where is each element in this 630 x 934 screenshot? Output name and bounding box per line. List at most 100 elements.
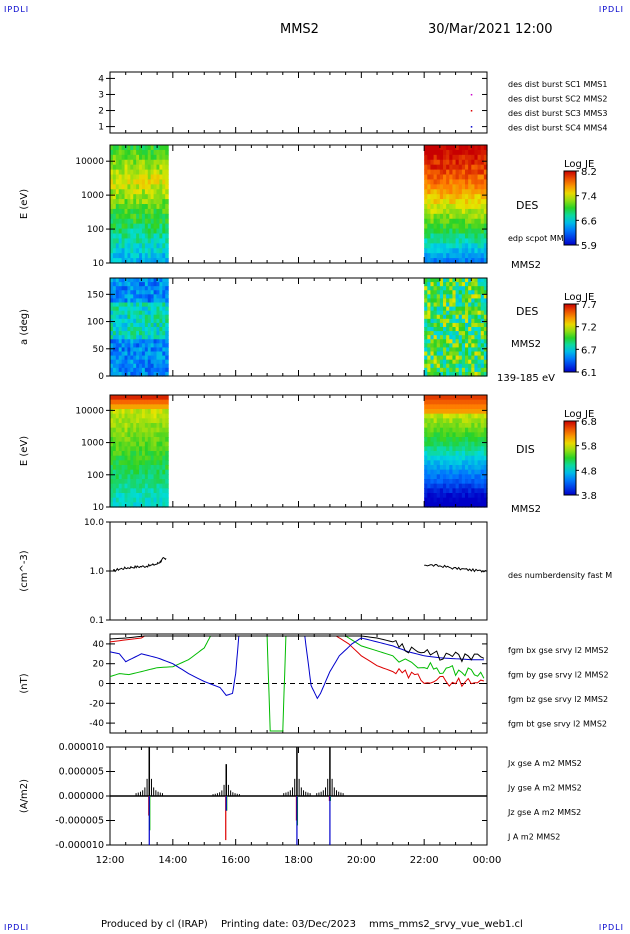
des-energy-panel-cell bbox=[480, 189, 485, 195]
des-energy-panel-cell bbox=[443, 174, 447, 181]
des-pitch-panel-cell bbox=[162, 310, 166, 316]
des-energy-panel-cell bbox=[458, 233, 463, 240]
dis-energy-panel-cell bbox=[446, 446, 450, 452]
des-pitch-panel-cell bbox=[449, 298, 454, 304]
des-pitch-panel-cell bbox=[118, 363, 123, 369]
des-pitch-panel-cell bbox=[458, 363, 463, 369]
des-energy-panel-cell bbox=[147, 149, 152, 156]
des-energy-panel-cell bbox=[121, 218, 126, 225]
des-pitch-panel-cell bbox=[144, 306, 149, 312]
des-energy-panel-cell bbox=[436, 174, 441, 181]
dis-energy-panel-cell bbox=[130, 409, 134, 415]
des-energy-panel-cell bbox=[127, 248, 131, 254]
corner-tr-label: IPDLI bbox=[598, 5, 624, 14]
des-pitch-panel-cell bbox=[477, 282, 482, 287]
dis-energy-panel-cell bbox=[121, 488, 126, 494]
dis-energy-panel-cell bbox=[121, 399, 126, 405]
dis-energy-panel-cell bbox=[150, 399, 155, 405]
des-energy-panel-cell bbox=[165, 184, 169, 190]
des-energy-panel-cell bbox=[147, 228, 152, 235]
dis-energy-panel-ylabel: E (eV) bbox=[19, 436, 30, 466]
dis-energy-panel-cell bbox=[121, 502, 126, 508]
des-pitch-panel-cell bbox=[124, 355, 129, 361]
des-energy-panel-cell bbox=[153, 179, 158, 185]
des-pitch-panel-cell bbox=[141, 347, 146, 353]
des-energy-panel-cell bbox=[439, 218, 444, 225]
des-pitch-panel-cell bbox=[452, 282, 457, 287]
des-pitch-panel-cell bbox=[110, 335, 114, 340]
dis-energy-panel-cell bbox=[436, 418, 441, 424]
des-energy-panel-cell bbox=[141, 149, 146, 156]
des-energy-panel-cell bbox=[115, 213, 120, 220]
des-pitch-panel-cell bbox=[124, 339, 129, 344]
dis-energy-panel-cell bbox=[483, 413, 488, 419]
des-energy-panel-cell bbox=[443, 204, 447, 210]
dis-energy-panel-cell bbox=[112, 469, 117, 475]
des-energy-panel-cell bbox=[461, 199, 466, 205]
dis-energy-panel-cell bbox=[147, 488, 152, 494]
des-pitch-panel-cell bbox=[147, 363, 152, 369]
des-energy-panel-cell bbox=[446, 154, 450, 161]
des-energy-panel-cell bbox=[159, 189, 163, 195]
dis-energy-panel-cell bbox=[130, 446, 134, 452]
dis-energy-panel-cell bbox=[461, 488, 466, 494]
des-energy-panel-cell bbox=[474, 208, 479, 215]
des-energy-panel-cell bbox=[141, 218, 146, 225]
des-pitch-panel-cell bbox=[165, 322, 169, 328]
dis-energy-panel-cell bbox=[110, 427, 114, 433]
des-pitch-panel-cell bbox=[449, 351, 454, 357]
des-energy-panel-cell bbox=[474, 149, 479, 156]
des-pitch-panel-cell bbox=[439, 331, 444, 336]
des-energy-panel-cell bbox=[139, 154, 143, 161]
des-pitch-panel-cell bbox=[136, 327, 140, 332]
dis-energy-panel-cell bbox=[465, 413, 469, 419]
dis-energy-panel-cell bbox=[427, 502, 432, 508]
des-pitch-panel-cell bbox=[130, 286, 134, 291]
des-energy-panel-cell bbox=[471, 179, 476, 185]
des-energy-panel-cell bbox=[439, 149, 444, 156]
des-pitch-panel-cell bbox=[147, 278, 152, 283]
des-pitch-panel-cell bbox=[150, 306, 155, 312]
dis-energy-panel-cell bbox=[458, 418, 463, 424]
des-pitch-panel-cell bbox=[156, 298, 161, 304]
des-energy-panel-cell bbox=[436, 179, 441, 185]
dis-energy-panel-cell bbox=[133, 483, 137, 489]
des-pitch-panel-cell bbox=[471, 290, 476, 295]
des-pitch-panel-cell bbox=[139, 302, 143, 308]
des-pitch-panel-cell bbox=[147, 314, 152, 320]
dis-energy-panel-cell bbox=[153, 493, 158, 499]
des-pitch-panel-cell bbox=[443, 282, 447, 287]
dis-energy-panel-cell bbox=[458, 399, 463, 405]
dis-energy-panel-cell bbox=[112, 423, 117, 429]
dis-energy-panel-cell bbox=[439, 423, 444, 429]
dis-energy-panel-cell bbox=[443, 409, 447, 415]
des-energy-panel-cell bbox=[136, 253, 140, 259]
des-energy-panel-cell bbox=[468, 164, 472, 171]
des-pitch-panel-cell bbox=[130, 282, 134, 287]
des-energy-panel-cell bbox=[446, 223, 450, 230]
des-energy-panel-cell bbox=[162, 179, 166, 185]
des-pitch-panel-cell bbox=[127, 314, 131, 320]
des-energy-panel-cell bbox=[139, 233, 143, 240]
des-pitch-panel-cell bbox=[115, 355, 120, 361]
des-pitch-panel-cell bbox=[150, 347, 155, 353]
des-pitch-panel-cell bbox=[144, 278, 149, 283]
des-pitch-panel-cell bbox=[433, 282, 438, 287]
des-energy-panel-cell bbox=[144, 253, 149, 259]
des-energy-panel-cell bbox=[468, 149, 472, 156]
dis-energy-panel-cell bbox=[147, 427, 152, 433]
des-pitch-panel-cell bbox=[427, 363, 432, 369]
des-energy-panel-cell bbox=[458, 208, 463, 215]
dis-energy-panel-cell bbox=[130, 493, 134, 499]
dis-energy-panel-cell bbox=[130, 469, 134, 475]
dis-energy-panel-cell bbox=[159, 460, 163, 466]
des-pitch-panel-cell bbox=[133, 318, 137, 324]
des-energy-panel-cell bbox=[458, 204, 463, 210]
des-pitch-panel-cell bbox=[433, 294, 438, 300]
des-pitch-panel-cell bbox=[430, 322, 435, 328]
des-energy-panel-cell bbox=[139, 218, 143, 225]
des-energy-panel-cell bbox=[452, 213, 457, 220]
des-pitch-panel-cell bbox=[121, 343, 126, 349]
des-energy-panel-cell bbox=[430, 194, 435, 200]
dis-energy-panel-cell bbox=[144, 427, 149, 433]
